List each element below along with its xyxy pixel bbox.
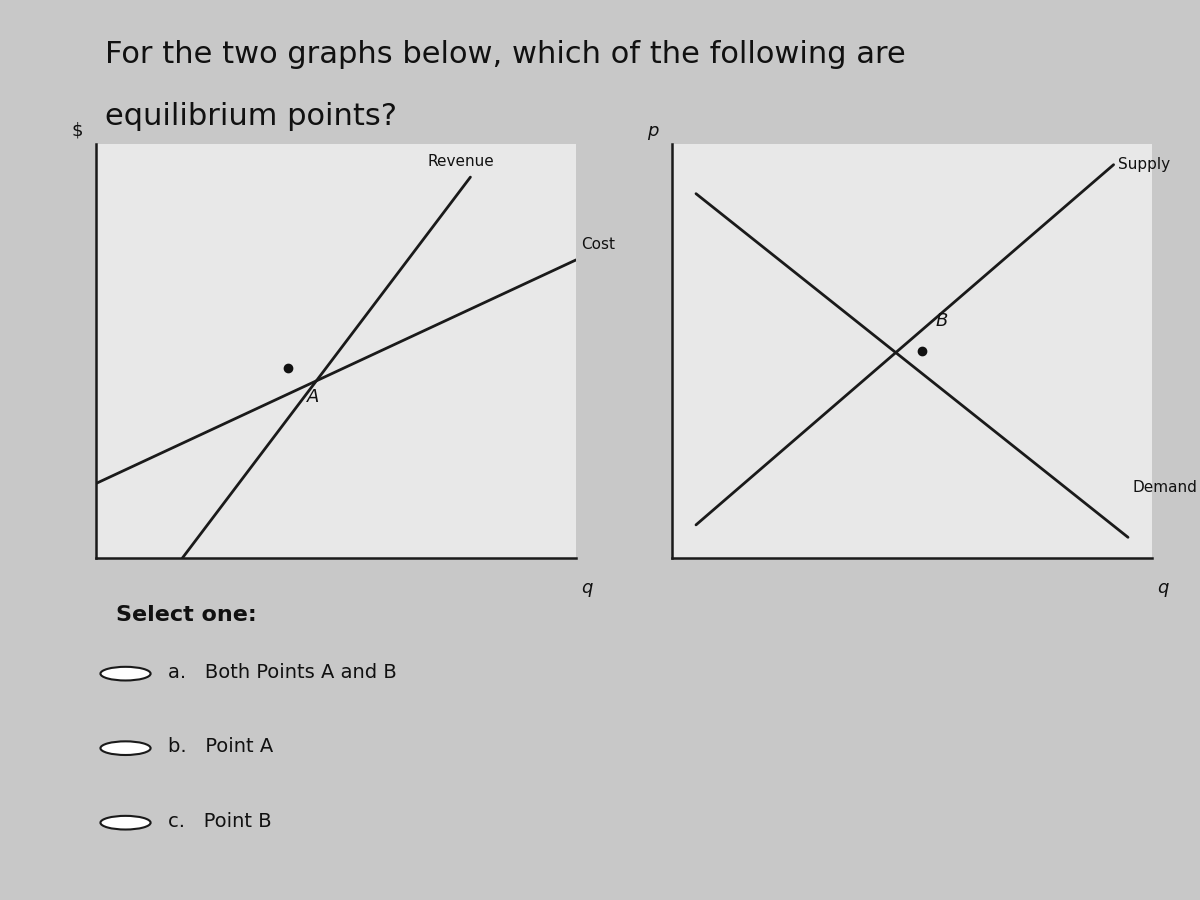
- Circle shape: [101, 742, 151, 755]
- Text: b.   Point A: b. Point A: [168, 737, 272, 756]
- Text: B: B: [936, 312, 948, 330]
- Text: Demand: Demand: [1133, 480, 1198, 495]
- Text: p: p: [647, 122, 659, 140]
- Circle shape: [101, 816, 151, 830]
- Text: equilibrium points?: equilibrium points?: [106, 102, 397, 130]
- Text: a.   Both Points A and B: a. Both Points A and B: [168, 662, 396, 681]
- Text: c.   Point B: c. Point B: [168, 812, 271, 831]
- Text: $: $: [71, 122, 83, 140]
- Text: Revenue: Revenue: [427, 154, 494, 169]
- Text: q: q: [581, 579, 592, 597]
- Text: Cost: Cost: [581, 237, 614, 252]
- Text: Supply: Supply: [1118, 158, 1170, 172]
- Text: A: A: [307, 388, 319, 406]
- Text: For the two graphs below, which of the following are: For the two graphs below, which of the f…: [106, 40, 906, 69]
- Circle shape: [101, 667, 151, 680]
- Text: Select one:: Select one:: [116, 606, 257, 626]
- Text: q: q: [1157, 579, 1168, 597]
